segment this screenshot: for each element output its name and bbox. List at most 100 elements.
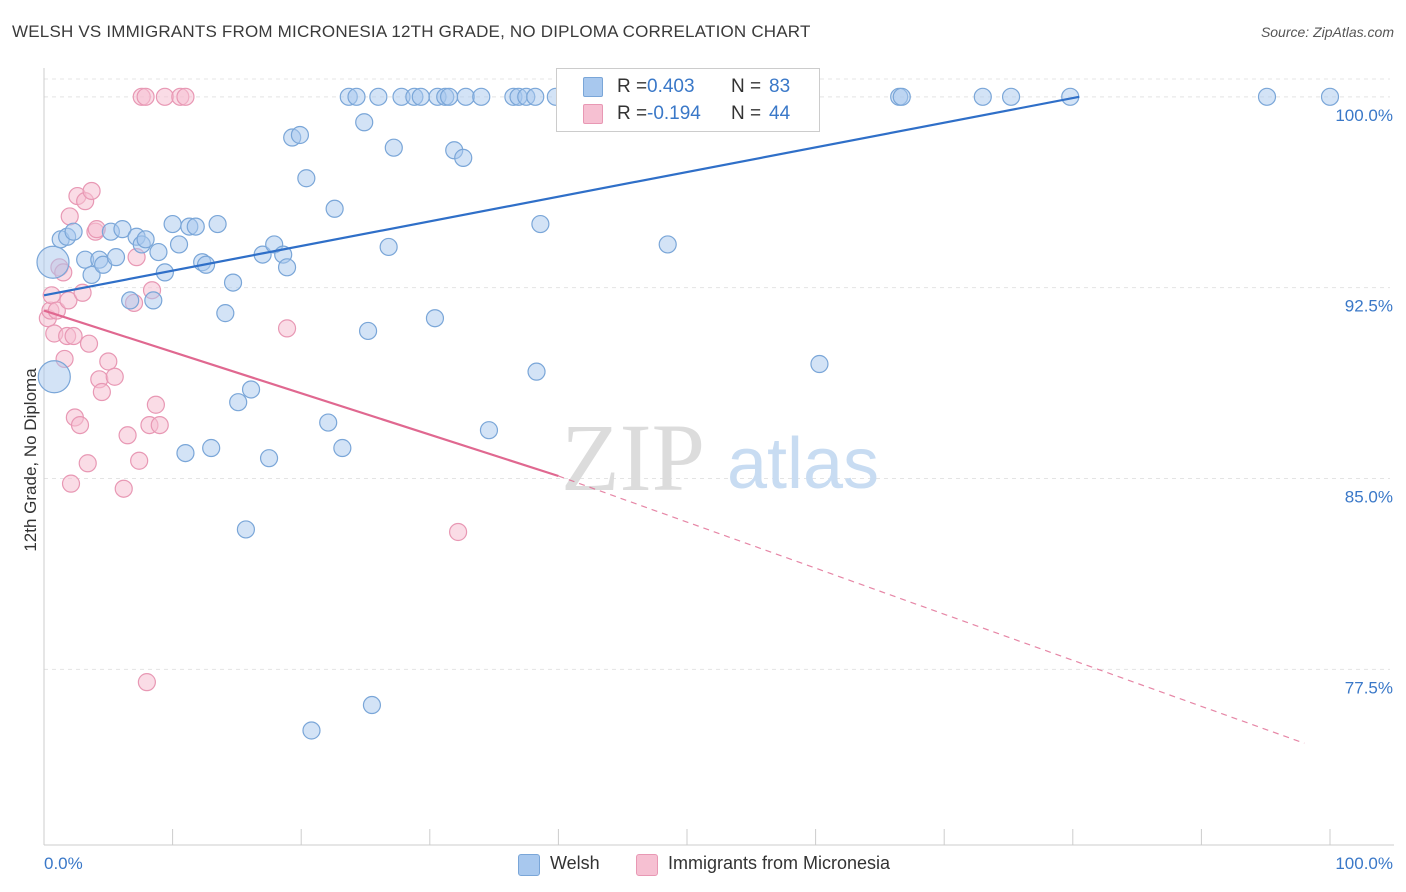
micronesia-n-label: N = xyxy=(731,103,762,124)
welsh-point xyxy=(1320,87,1340,106)
welsh-point xyxy=(236,520,256,539)
welsh-point xyxy=(333,438,352,458)
micronesia-point xyxy=(79,334,99,353)
welsh-r-value: 0.403 xyxy=(647,76,695,97)
welsh-legend-swatch xyxy=(518,854,540,876)
welsh-point xyxy=(527,362,546,381)
x-tick-label-max: 100.0% xyxy=(1335,854,1393,873)
micronesia-trend-line xyxy=(43,309,559,478)
welsh-point xyxy=(362,695,382,715)
welsh-point xyxy=(202,438,221,458)
source-credit: Source: ZipAtlas.com xyxy=(1260,24,1394,40)
welsh-point xyxy=(369,87,388,106)
micronesia-point xyxy=(277,319,297,338)
welsh-point xyxy=(229,393,248,412)
watermark-zip: ZIP xyxy=(561,404,705,511)
y-tick-label: 92.5% xyxy=(1345,297,1393,316)
welsh-swatch xyxy=(583,77,603,97)
micronesia-point xyxy=(60,207,79,226)
welsh-point xyxy=(379,237,398,257)
welsh-point xyxy=(411,87,430,106)
welsh-point xyxy=(163,214,182,234)
micronesia-point xyxy=(130,451,149,470)
micronesia-point xyxy=(146,395,165,414)
micronesia-legend-swatch xyxy=(636,854,658,876)
watermark-atlas: atlas xyxy=(727,424,879,504)
welsh-point xyxy=(347,87,366,106)
micronesia-point xyxy=(47,301,66,320)
micronesia-point xyxy=(448,522,468,542)
welsh-point xyxy=(358,321,378,341)
welsh-point xyxy=(973,87,992,106)
welsh-point xyxy=(1001,87,1021,106)
y-axis-label: 12th Grade, No Diploma xyxy=(21,368,40,552)
micronesia-point xyxy=(61,474,81,493)
welsh-point xyxy=(439,87,459,106)
welsh-point xyxy=(169,235,189,254)
y-tick-label: 85.0% xyxy=(1345,488,1393,507)
welsh-point xyxy=(355,113,374,132)
welsh-point xyxy=(223,273,243,292)
micronesia-point xyxy=(136,87,155,106)
welsh-point xyxy=(176,443,195,463)
welsh-point xyxy=(64,222,83,241)
welsh-point xyxy=(1257,87,1277,106)
welsh-points xyxy=(36,87,1340,740)
welsh-point xyxy=(136,230,155,249)
micronesia-r-value: -0.194 xyxy=(647,103,701,124)
x-tick-label-min: 0.0% xyxy=(44,854,83,873)
micronesia-swatch xyxy=(583,104,603,124)
micronesia-point xyxy=(150,415,169,435)
welsh-n-label: N = xyxy=(731,76,762,97)
y-tick-label: 100.0% xyxy=(1335,106,1393,125)
welsh-point xyxy=(186,217,205,236)
series-legend: Welsh Immigrants from Micronesia xyxy=(0,852,1406,878)
welsh-point xyxy=(37,360,71,394)
micronesia-point xyxy=(82,181,101,201)
micronesia-point xyxy=(105,367,124,386)
welsh-point xyxy=(384,138,403,157)
correlation-legend: R = 0.403 N = 83 R = -0.194 N = 44 xyxy=(556,68,820,132)
welsh-point xyxy=(297,169,316,188)
micronesia-point xyxy=(176,87,195,106)
micronesia-point xyxy=(155,87,174,106)
welsh-point xyxy=(472,87,491,106)
welsh-point xyxy=(454,148,473,167)
micronesia-point xyxy=(137,673,156,692)
welsh-point xyxy=(241,380,261,399)
trend-lines xyxy=(43,95,1305,744)
welsh-point xyxy=(106,248,126,267)
welsh-point xyxy=(479,421,499,440)
grid-lines xyxy=(44,78,1390,670)
micronesia-point xyxy=(64,326,83,346)
micronesia-point xyxy=(59,291,78,310)
welsh-point xyxy=(208,214,227,234)
micronesia-point xyxy=(92,382,111,402)
chart-title: WELSH VS IMMIGRANTS FROM MICRONESIA 12TH… xyxy=(12,22,811,41)
welsh-point xyxy=(531,214,550,234)
welsh-point xyxy=(325,199,344,218)
welsh-n-value: 83 xyxy=(769,76,791,97)
micronesia-point xyxy=(78,454,97,473)
micronesia-point xyxy=(70,415,90,435)
welsh-point xyxy=(302,721,321,740)
welsh-r-label: R = xyxy=(617,76,648,97)
welsh-point xyxy=(425,309,445,328)
welsh-point xyxy=(526,87,545,106)
micronesia-legend-label: Immigrants from Micronesia xyxy=(668,853,891,873)
welsh-point xyxy=(892,87,911,106)
welsh-point xyxy=(277,258,297,277)
micronesia-point xyxy=(118,426,137,445)
welsh-point xyxy=(456,87,475,106)
welsh-point xyxy=(149,242,168,262)
welsh-point xyxy=(113,220,132,239)
welsh-point xyxy=(290,125,310,145)
welsh-point xyxy=(810,354,829,374)
welsh-point xyxy=(216,304,235,323)
axes xyxy=(43,68,1394,846)
welsh-point xyxy=(319,413,338,432)
micronesia-n-value: 44 xyxy=(769,103,791,124)
welsh-point xyxy=(36,245,70,279)
welsh-point xyxy=(658,235,677,254)
tick-labels: 100.0% 92.5% 85.0% 77.5% 0.0% 100.0% xyxy=(44,106,1393,873)
